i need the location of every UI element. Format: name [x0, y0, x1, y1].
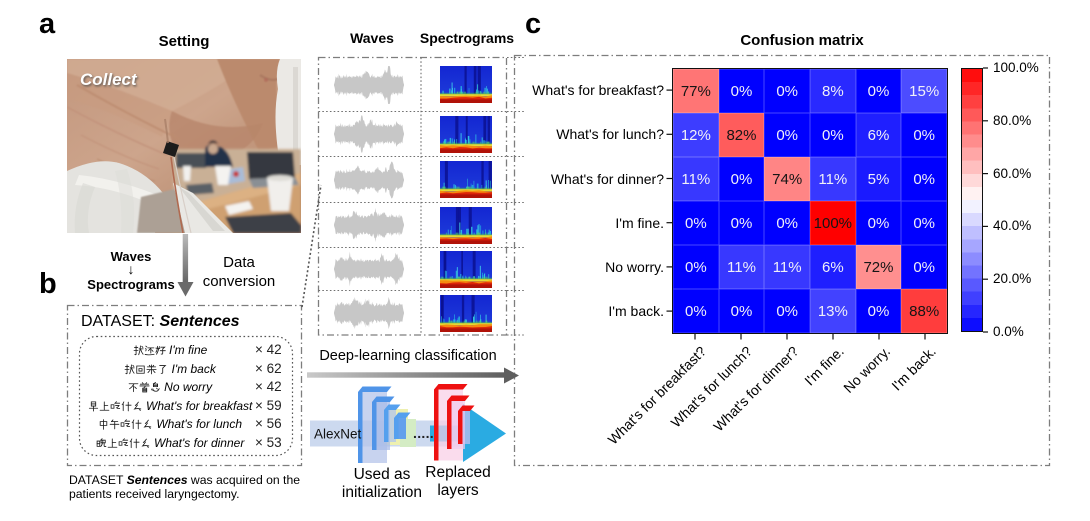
- svg-text:......: ......: [413, 425, 438, 441]
- svg-text:AlexNet: AlexNet: [314, 427, 362, 442]
